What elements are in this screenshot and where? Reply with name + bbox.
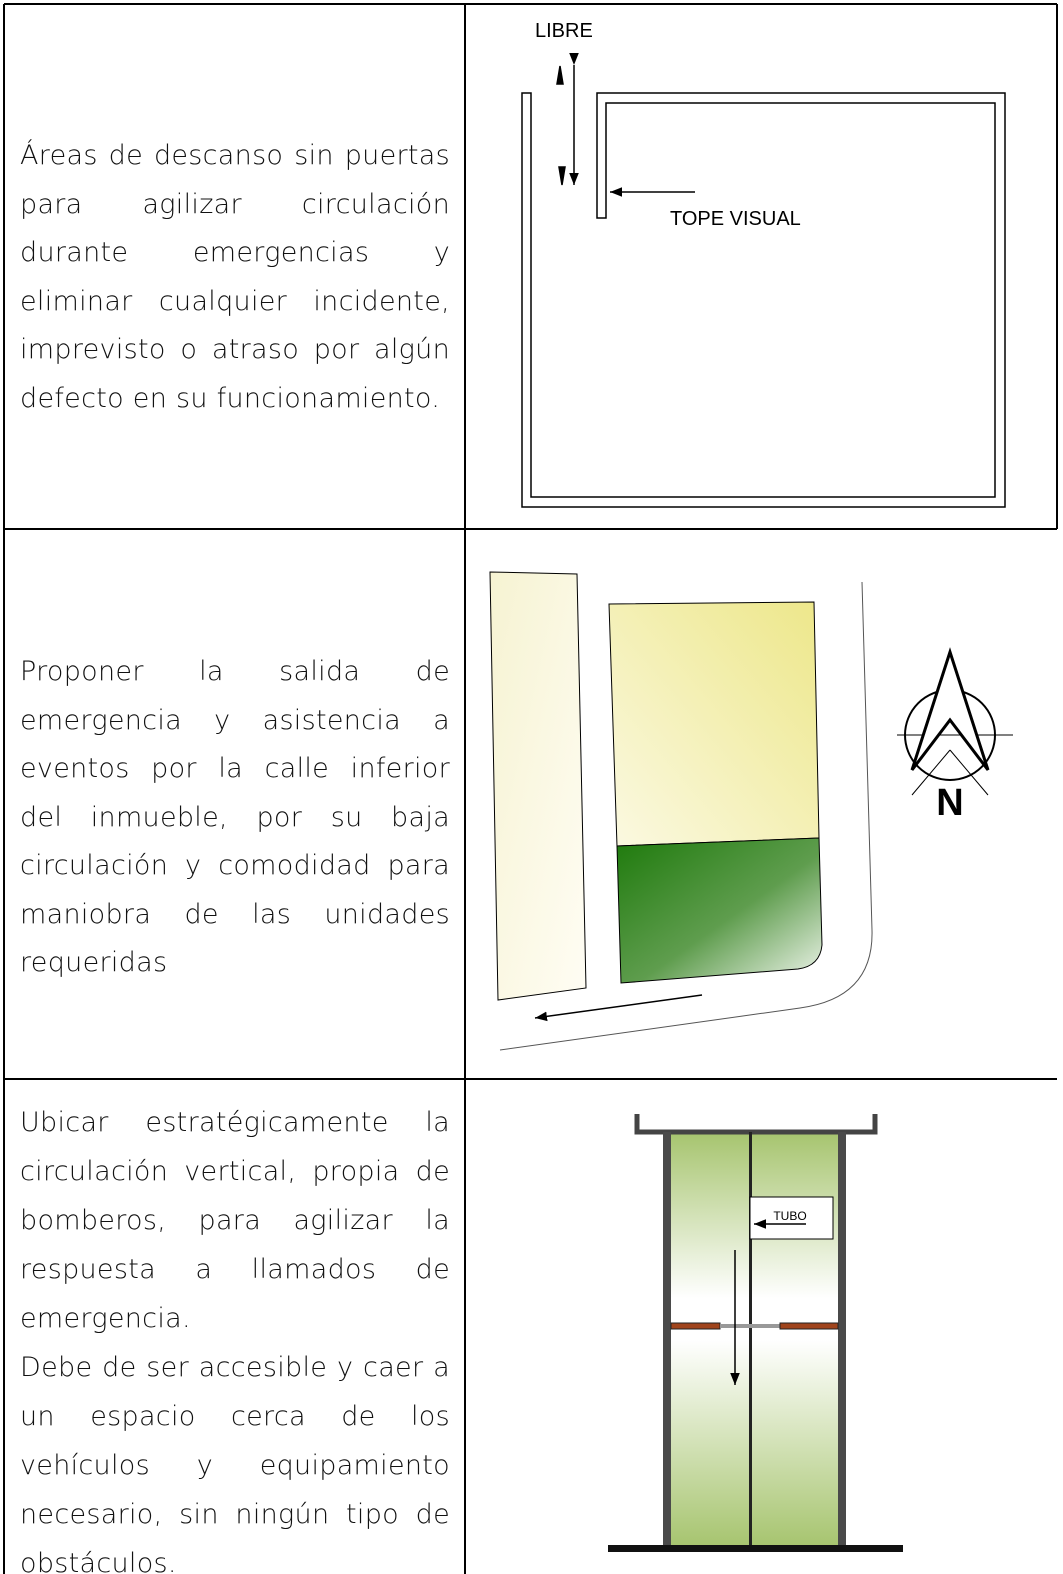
row-text: Proponer la salida de emergencia y asist… bbox=[20, 648, 450, 988]
rest-area-plan bbox=[521, 53, 1006, 508]
diagram-label: TUBO bbox=[773, 1209, 806, 1223]
paragraph: Áreas de descanso sin puertas para agili… bbox=[20, 140, 450, 414]
table-grid bbox=[3, 3, 1058, 1574]
paragraph: Ubicar estratégicamente la circulación v… bbox=[20, 1107, 450, 1334]
row-text: Ubicar estratégicamente la circulación v… bbox=[20, 1098, 450, 1574]
diagram-label: TOPE VISUAL bbox=[670, 208, 801, 230]
paragraph: Debe de ser accesible y caer a un espaci… bbox=[20, 1352, 450, 1574]
site-plan bbox=[489, 571, 1013, 1051]
fire-pole-section bbox=[608, 1114, 903, 1552]
diagram-label: LIBRE bbox=[535, 20, 593, 42]
row-text: Áreas de descanso sin puertas para agili… bbox=[20, 132, 450, 423]
paragraph: Proponer la salida de emergencia y asist… bbox=[20, 656, 450, 978]
north-label: N bbox=[936, 782, 963, 824]
